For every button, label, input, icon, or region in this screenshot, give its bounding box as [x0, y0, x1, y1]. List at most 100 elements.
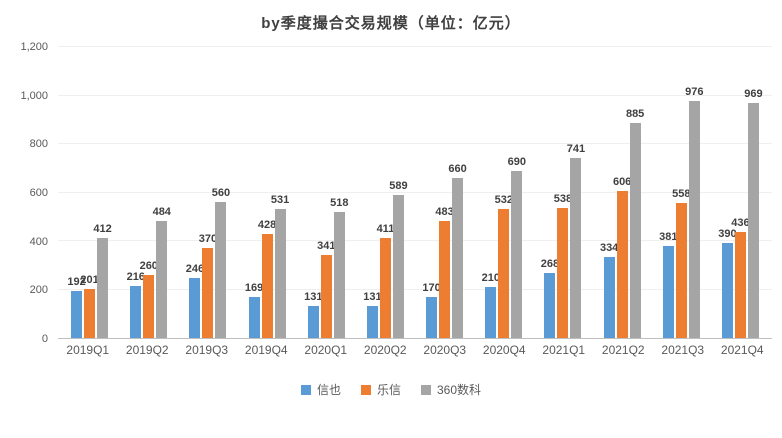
bar-rect — [485, 287, 497, 338]
bar-group: 210 532 690 — [474, 47, 533, 338]
bar-360数科: 969 — [744, 88, 763, 338]
bar-rect — [616, 191, 628, 338]
bar-rect — [557, 207, 569, 338]
y-tick-label: 0 — [41, 333, 48, 345]
bar-360数科: 518 — [330, 197, 348, 338]
bar-信也: 246 — [186, 263, 204, 338]
bar-rect — [629, 123, 641, 338]
bar-rect — [333, 212, 345, 338]
bar-rect — [202, 248, 214, 338]
bar-rect — [544, 273, 556, 338]
y-axis: 0 200 400 600 800 1,000 1,200 — [0, 41, 58, 345]
bar-信也: 381 — [659, 231, 677, 338]
bar-group: 192 201 412 — [60, 47, 119, 338]
bar-rect — [675, 202, 687, 338]
x-tick-label: 2021Q4 — [720, 343, 764, 357]
bar-value-label: 436 — [731, 217, 750, 230]
x-tick-label: 2019Q4 — [244, 343, 288, 357]
gridline — [58, 240, 772, 241]
bar-value-label: 169 — [244, 282, 264, 295]
bar-rect — [498, 209, 510, 338]
bar-rect — [366, 306, 378, 338]
x-axis: 2019Q1 2019Q2 2019Q3 2019Q4 2020Q1 2020Q2 2020… — [58, 339, 772, 357]
bar-rect — [261, 234, 273, 338]
bar-group: 246 370 560 — [178, 47, 237, 338]
legend-swatch-icon — [300, 384, 311, 395]
legend-item: 信也 — [300, 381, 341, 398]
bar-信也: 268 — [541, 258, 559, 338]
bar-value-label: 246 — [185, 263, 205, 276]
bar-360数科: 690 — [508, 156, 526, 338]
bar-乐信: 538 — [554, 193, 572, 338]
bar-value-label: 558 — [672, 187, 691, 200]
legend-label: 信也 — [316, 383, 341, 397]
bar-rect — [156, 220, 168, 338]
bar-乐信: 483 — [435, 206, 454, 338]
bar-value-label: 131 — [363, 291, 382, 304]
bar-value-label: 210 — [481, 272, 500, 285]
bar-乐信: 260 — [140, 260, 158, 338]
legend-item: 360数科 — [421, 381, 481, 398]
bar-group: 381 558 976 — [652, 47, 711, 338]
bar-value-label: 334 — [599, 242, 619, 255]
bar-rect — [426, 296, 438, 338]
bar-value-label: 483 — [435, 205, 454, 218]
bar-信也: 334 — [600, 242, 618, 338]
bar-value-label: 131 — [304, 291, 323, 304]
x-tick-label: 2021Q1 — [542, 343, 586, 357]
bar-360数科: 589 — [389, 180, 408, 338]
bar-rect — [603, 257, 615, 338]
bar-乐信: 428 — [258, 219, 276, 338]
x-tick-label: 2021Q3 — [661, 343, 705, 357]
x-tick-label: 2021Q2 — [601, 343, 645, 357]
bar-groups: 192 201 412 216 260 484 246 370 560 169 428 531 131 3… — [58, 47, 772, 338]
bar-360数科: 484 — [153, 206, 171, 338]
x-tick-label: 2019Q2 — [125, 343, 169, 357]
x-tick-label: 2019Q1 — [66, 343, 110, 357]
bar-value-label: 976 — [685, 86, 704, 99]
gridline — [58, 191, 772, 193]
bar-rect — [379, 238, 391, 338]
bar-360数科: 976 — [685, 86, 703, 338]
bar-value-label: 260 — [139, 259, 158, 272]
y-tick-label: 1,000 — [20, 89, 48, 102]
bar-乐信: 606 — [613, 176, 631, 338]
bar-rect — [97, 238, 109, 338]
bar-group: 131 411 589 — [356, 47, 415, 338]
bar-信也: 131 — [304, 291, 322, 338]
gridline — [58, 288, 772, 290]
bar-rect — [215, 202, 227, 338]
bar-value-label: 518 — [330, 197, 349, 210]
x-tick-label: 2020Q1 — [304, 343, 348, 357]
gridline — [58, 143, 772, 144]
bar-rect — [734, 232, 746, 338]
legend: 信也 乐信 360数科 — [0, 381, 782, 398]
y-tick-label: 600 — [29, 187, 48, 199]
chart-row: 0 200 400 600 800 1,000 1,200 192 201 412 216 260 4… — [0, 41, 772, 345]
bar-乐信: 201 — [80, 274, 99, 338]
bar-value-label: 560 — [211, 187, 231, 200]
bar-value-label: 969 — [744, 88, 763, 101]
bar-rect — [307, 306, 319, 338]
y-tick-label: 1,200 — [20, 41, 48, 53]
bar-乐信: 370 — [199, 233, 217, 338]
bar-360数科: 412 — [93, 223, 112, 338]
bar-乐信: 341 — [317, 240, 335, 338]
bar-value-label: 690 — [507, 155, 526, 168]
bar-value-label: 531 — [270, 194, 290, 207]
bar-group: 334 606 885 — [593, 47, 652, 338]
bar-value-label: 538 — [553, 192, 573, 205]
bar-rect — [392, 195, 404, 338]
bar-group: 216 260 484 — [119, 47, 178, 338]
bar-value-label: 170 — [422, 281, 441, 294]
bar-value-label: 885 — [625, 108, 645, 121]
bar-rect — [511, 170, 523, 338]
x-tick-label: 2020Q3 — [423, 343, 467, 357]
bar-value-label: 741 — [566, 143, 586, 156]
bar-rect — [143, 274, 155, 338]
bar-value-label: 412 — [93, 223, 112, 236]
bar-信也: 390 — [718, 228, 737, 338]
bar-信也: 131 — [363, 291, 382, 338]
plot-area: 192 201 412 216 260 484 246 370 560 169 428 531 131 3… — [58, 46, 772, 339]
